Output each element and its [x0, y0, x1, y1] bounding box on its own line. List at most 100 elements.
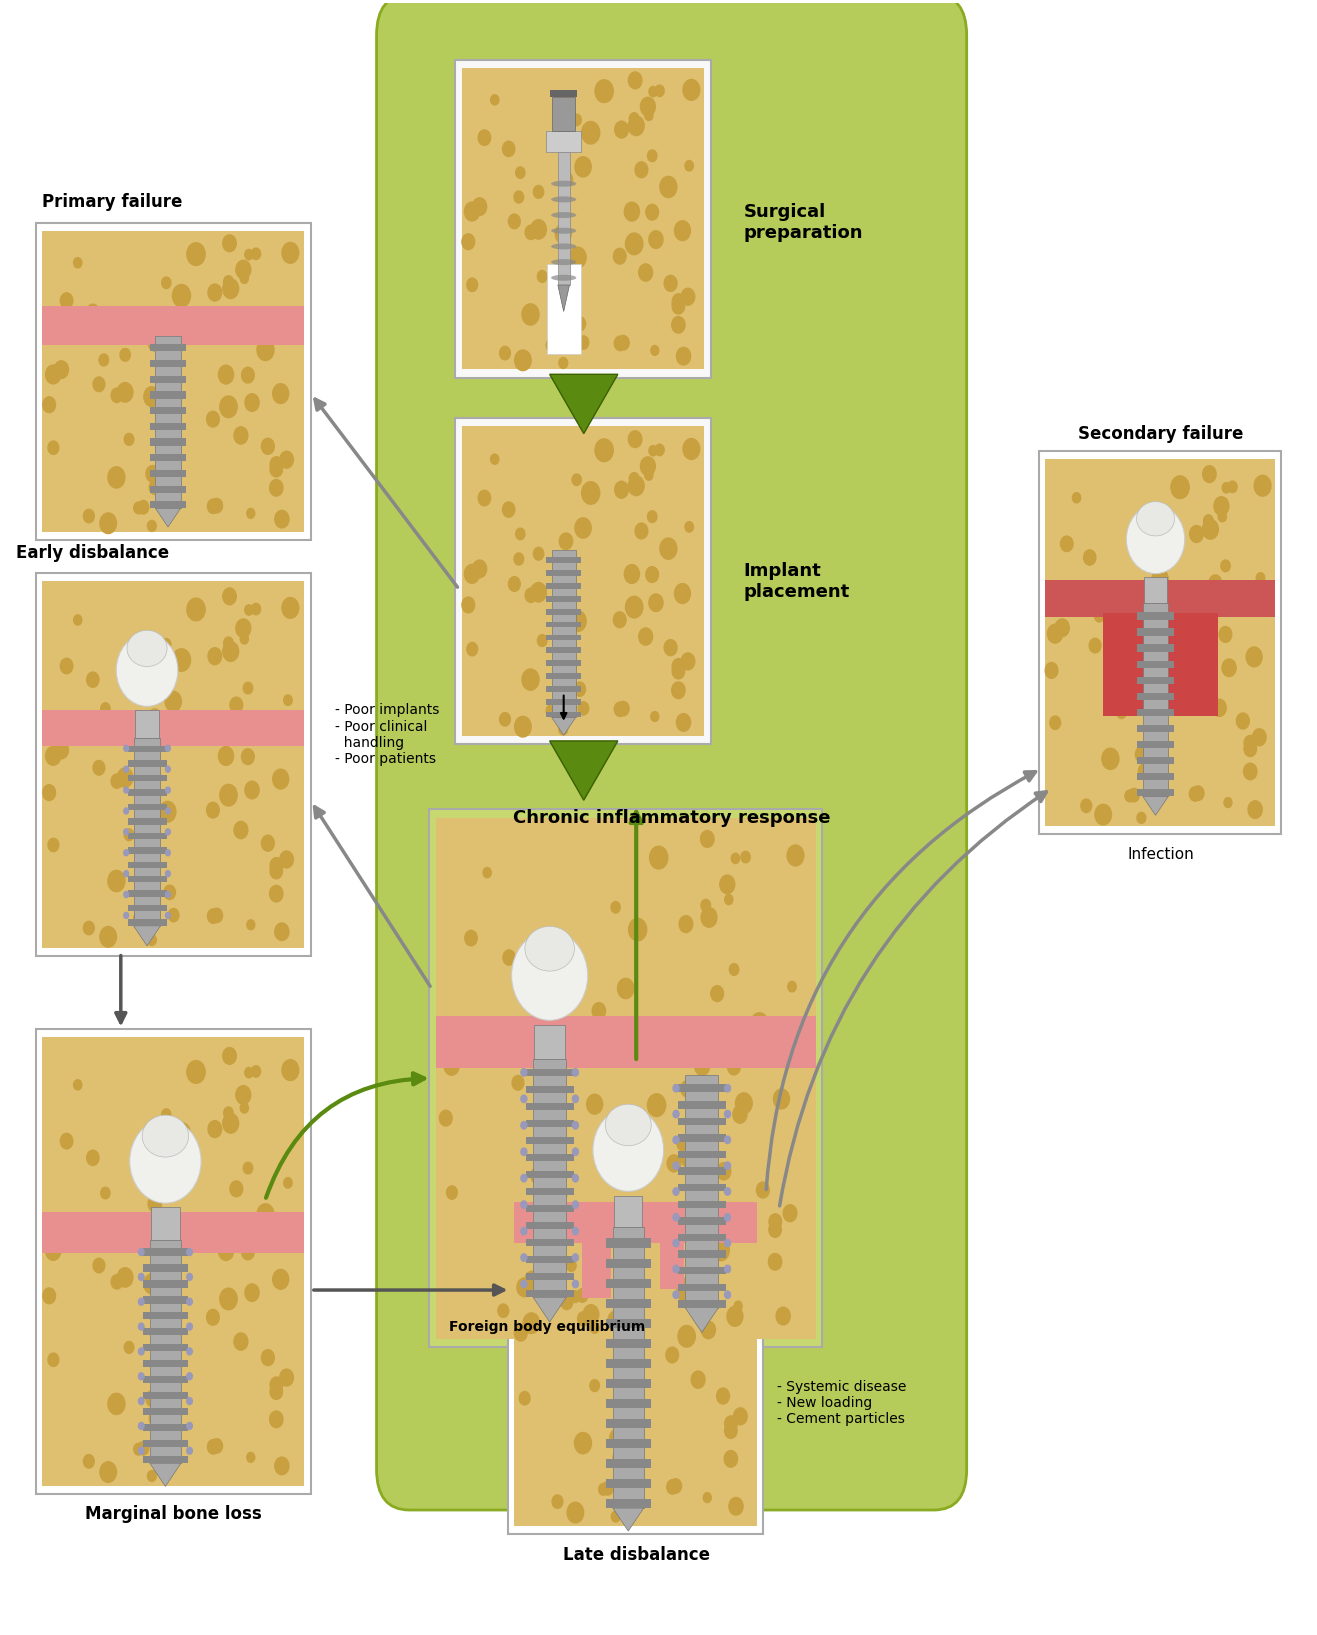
Bar [150, 1239, 180, 1463]
Circle shape [101, 1187, 111, 1198]
Circle shape [42, 397, 55, 412]
Circle shape [498, 1305, 508, 1318]
Circle shape [148, 1195, 162, 1212]
Bar [525, 1120, 574, 1127]
Circle shape [573, 1122, 578, 1130]
Circle shape [607, 1311, 624, 1331]
Ellipse shape [511, 930, 587, 1020]
Bar [1137, 724, 1173, 732]
Circle shape [522, 304, 539, 325]
Bar [678, 1118, 726, 1125]
Circle shape [578, 1311, 589, 1326]
Bar [614, 1195, 643, 1228]
Circle shape [677, 1135, 690, 1151]
Circle shape [612, 1452, 624, 1465]
Bar [1144, 577, 1167, 603]
Circle shape [720, 875, 735, 894]
Circle shape [694, 1056, 710, 1076]
Circle shape [283, 695, 292, 705]
Circle shape [628, 72, 641, 88]
Text: Secondary failure: Secondary failure [1079, 425, 1243, 443]
Circle shape [691, 1372, 705, 1388]
Bar [547, 595, 581, 602]
Ellipse shape [142, 1115, 188, 1158]
Circle shape [275, 1457, 288, 1475]
Circle shape [618, 701, 630, 716]
Circle shape [624, 1143, 633, 1154]
Circle shape [724, 1416, 738, 1432]
Circle shape [211, 907, 223, 922]
Bar [678, 1084, 726, 1092]
Circle shape [677, 713, 690, 731]
Circle shape [465, 930, 477, 945]
Circle shape [246, 921, 254, 930]
Circle shape [784, 1205, 797, 1221]
Circle shape [223, 589, 236, 605]
Circle shape [262, 438, 274, 455]
Circle shape [727, 1059, 740, 1074]
Circle shape [520, 1035, 529, 1046]
Circle shape [1249, 801, 1262, 819]
Bar [1137, 628, 1173, 636]
Circle shape [1134, 651, 1150, 670]
Bar [678, 1200, 726, 1208]
Bar [606, 1339, 651, 1347]
Circle shape [124, 870, 129, 876]
Circle shape [61, 659, 72, 674]
Circle shape [677, 1279, 691, 1297]
Circle shape [165, 1174, 182, 1195]
Circle shape [244, 682, 253, 693]
Circle shape [54, 1234, 68, 1252]
Circle shape [144, 1274, 159, 1293]
Circle shape [1227, 481, 1237, 492]
Circle shape [120, 726, 130, 739]
Circle shape [595, 80, 614, 103]
Circle shape [208, 1120, 221, 1138]
Circle shape [283, 1177, 292, 1189]
Circle shape [773, 1089, 789, 1109]
Circle shape [586, 1094, 603, 1113]
Circle shape [47, 839, 59, 852]
Circle shape [618, 978, 633, 999]
Bar [142, 1440, 188, 1447]
Circle shape [522, 1095, 527, 1102]
Circle shape [735, 1092, 752, 1113]
Bar [36, 1030, 311, 1494]
Circle shape [282, 242, 299, 263]
Circle shape [138, 1373, 144, 1380]
Circle shape [556, 224, 572, 244]
Circle shape [187, 242, 205, 265]
Polygon shape [558, 284, 569, 312]
Circle shape [499, 713, 511, 726]
Circle shape [573, 1202, 578, 1208]
Bar [507, 1061, 764, 1535]
Bar [678, 1251, 726, 1257]
Circle shape [257, 340, 274, 360]
Text: - Systemic disease
- New loading
- Cement particles: - Systemic disease - New loading - Cemen… [777, 1380, 906, 1426]
Circle shape [551, 703, 561, 718]
Circle shape [187, 1249, 192, 1256]
Circle shape [134, 912, 144, 924]
Circle shape [633, 1158, 652, 1179]
Circle shape [165, 692, 182, 711]
Circle shape [673, 1110, 680, 1118]
Circle shape [148, 335, 162, 352]
Circle shape [473, 561, 487, 577]
Bar [525, 1136, 574, 1144]
Circle shape [727, 1306, 743, 1326]
Bar [462, 69, 705, 370]
Circle shape [83, 510, 95, 523]
Circle shape [573, 1228, 578, 1234]
Circle shape [47, 441, 59, 455]
Bar [150, 469, 186, 477]
Circle shape [252, 249, 261, 260]
Circle shape [241, 1244, 254, 1261]
Circle shape [703, 1493, 711, 1503]
Circle shape [159, 801, 176, 822]
Circle shape [220, 1288, 237, 1310]
Bar [525, 1239, 574, 1246]
Bar [525, 1069, 574, 1076]
Circle shape [664, 275, 677, 291]
Circle shape [124, 829, 129, 835]
Ellipse shape [593, 1109, 664, 1192]
